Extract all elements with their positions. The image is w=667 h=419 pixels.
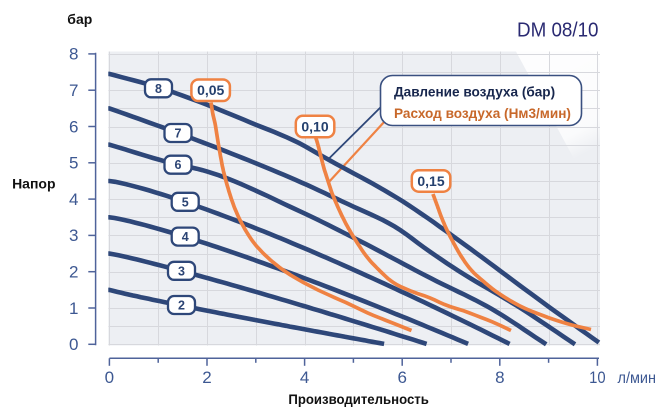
svg-text:5: 5	[182, 195, 189, 209]
svg-text:Напор: Напор	[12, 176, 55, 192]
svg-text:8: 8	[69, 45, 78, 64]
svg-text:1: 1	[69, 299, 78, 318]
svg-text:4: 4	[69, 190, 78, 209]
svg-text:0: 0	[105, 368, 114, 387]
svg-text:Давление воздуха (бар): Давление воздуха (бар)	[394, 85, 555, 100]
svg-text:Расход воздуха (Нм3/мин): Расход воздуха (Нм3/мин)	[394, 106, 571, 121]
svg-text:0,10: 0,10	[301, 119, 328, 135]
svg-text:6: 6	[397, 368, 406, 387]
svg-text:0,15: 0,15	[417, 173, 444, 189]
svg-text:6: 6	[175, 158, 182, 172]
svg-text:7: 7	[175, 127, 182, 141]
svg-text:0: 0	[69, 335, 78, 354]
svg-text:0,05: 0,05	[197, 82, 224, 98]
svg-text:3: 3	[178, 264, 185, 278]
svg-text:5: 5	[69, 154, 78, 173]
svg-text:2: 2	[202, 368, 211, 387]
svg-text:DM 08/10: DM 08/10	[517, 19, 599, 42]
svg-text:л/мин: л/мин	[618, 370, 657, 387]
svg-text:бар: бар	[67, 11, 92, 27]
svg-text:3: 3	[69, 226, 78, 245]
svg-text:8: 8	[495, 368, 504, 387]
svg-text:2: 2	[69, 263, 78, 282]
svg-text:10: 10	[589, 368, 606, 387]
svg-text:4: 4	[300, 368, 309, 387]
svg-text:8: 8	[155, 82, 162, 96]
svg-text:4: 4	[182, 230, 189, 244]
svg-text:Производительность: Производительность	[288, 391, 429, 407]
svg-text:6: 6	[69, 117, 78, 136]
svg-text:2: 2	[178, 299, 185, 313]
svg-text:7: 7	[69, 81, 78, 100]
